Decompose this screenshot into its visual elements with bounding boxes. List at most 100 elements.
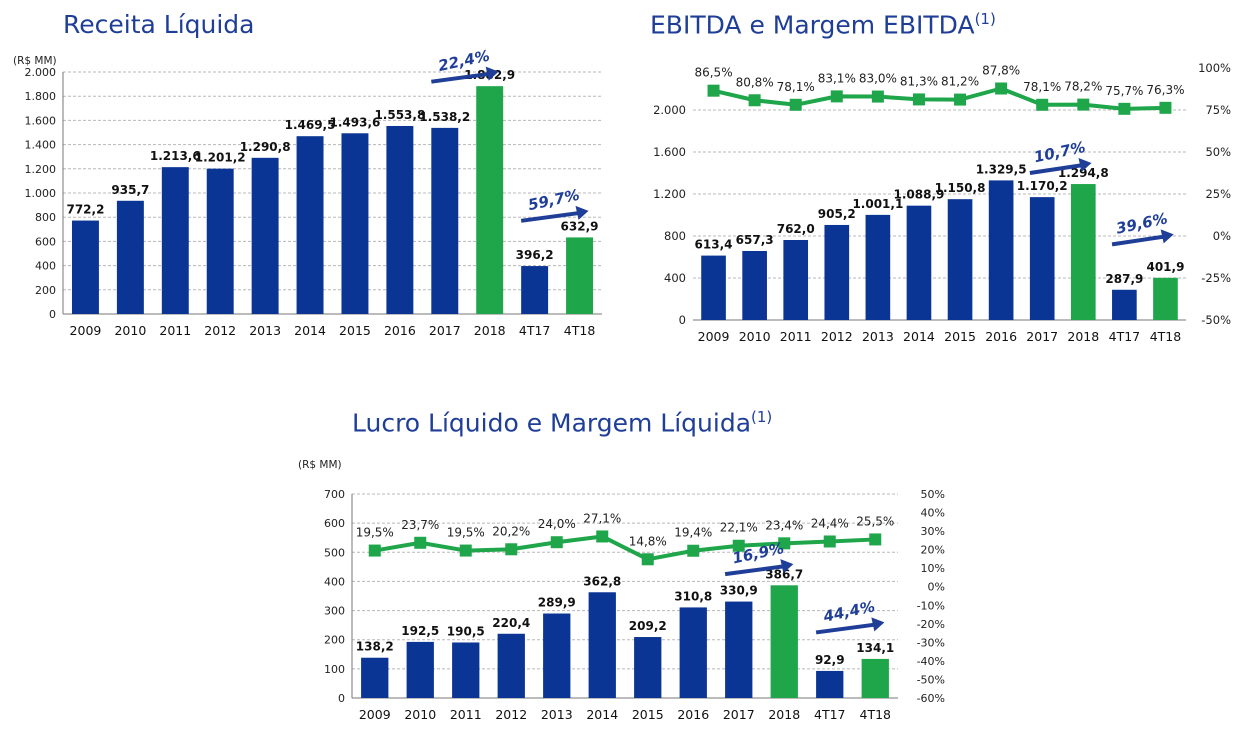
x-tick-label: 2009 <box>359 707 391 722</box>
y-tick-label: 2.000 <box>653 103 686 117</box>
y-tick-label: 400 <box>664 271 686 285</box>
bar-value-label: 613,4 <box>695 238 733 252</box>
bar-2014 <box>296 136 324 314</box>
bar-value-label: 1.201,2 <box>195 151 246 165</box>
margin-marker <box>1036 98 1049 111</box>
bar-value-label: 401,9 <box>1146 260 1184 274</box>
y-tick-label: 600 <box>35 235 56 248</box>
y2-tick-label: 0% <box>928 581 945 594</box>
y2-tick-label: 30% <box>921 525 945 538</box>
bar-4T17 <box>816 670 844 698</box>
margin-value-label: 24,4% <box>811 516 849 530</box>
bar-4T18 <box>566 237 594 314</box>
x-tick-label: 2013 <box>862 329 894 344</box>
margin-value-label: 19,5% <box>447 526 485 540</box>
bar-value-label: 905,2 <box>818 207 856 221</box>
margin-marker <box>368 544 381 557</box>
margin-value-label: 81,2% <box>941 75 979 89</box>
bar-value-label: 362,8 <box>583 574 621 588</box>
growth-arrow <box>431 71 491 84</box>
margin-line <box>374 534 876 562</box>
receita-unit-label: (R$ MM) <box>13 55 57 67</box>
margin-marker <box>414 536 427 549</box>
bar-4T17 <box>1112 289 1137 320</box>
margin-marker <box>641 553 654 566</box>
y-tick-label: 0 <box>679 313 686 327</box>
margin-marker <box>732 539 745 552</box>
margin-marker <box>1159 101 1172 114</box>
x-tick-label: 4T18 <box>1150 329 1182 344</box>
x-tick-label: 2018 <box>474 323 506 338</box>
x-tick-label: 2014 <box>903 329 935 344</box>
margin-value-label: 78,1% <box>777 80 815 94</box>
ebitda-title: EBITDA e Margem EBITDA(1) <box>650 10 996 40</box>
x-tick-label: 2018 <box>768 707 800 722</box>
bar-value-label: 1.170,2 <box>1017 179 1068 193</box>
bar-value-label: 1.493,6 <box>330 115 381 129</box>
y-tick-label: 1.800 <box>25 90 57 103</box>
y-tick-label: 1.600 <box>653 145 686 159</box>
x-tick-label: 2014 <box>586 707 618 722</box>
margin-value-label: 81,3% <box>900 74 938 88</box>
bar-2010 <box>116 200 144 314</box>
ebitda-chart: 0 400 800 1.200 1.600 2.000 613,4 2009 657,3 2010… <box>653 61 1231 344</box>
bar-2011 <box>783 239 809 320</box>
y-tick-label: 1.000 <box>25 187 57 200</box>
growth-arrowhead <box>575 205 589 220</box>
bar-value-label: 1.553,8 <box>374 108 425 122</box>
bar-2016 <box>386 125 414 314</box>
bar-value-label: 310,8 <box>674 589 712 603</box>
x-tick-label: 2012 <box>821 329 853 344</box>
x-tick-label: 2015 <box>944 329 976 344</box>
y-tick-label: 800 <box>35 211 56 224</box>
margin-marker <box>871 90 884 103</box>
y2-tick-label: 10% <box>921 562 945 575</box>
margin-value-label: 25,5% <box>856 514 894 528</box>
y-tick-label: 0 <box>338 692 345 705</box>
x-tick-label: 4T17 <box>519 323 551 338</box>
x-tick-label: 2016 <box>677 707 709 722</box>
y2-tick-label: 100% <box>1198 61 1231 75</box>
bar-2018 <box>770 585 798 698</box>
bar-2018 <box>476 86 504 314</box>
bar-value-label: 220,4 <box>492 616 530 630</box>
x-tick-label: 2009 <box>70 323 102 338</box>
bar-value-label: 1.469,5 <box>285 118 336 132</box>
margin-marker <box>778 537 791 550</box>
margin-marker <box>459 544 472 557</box>
y-tick-label: 600 <box>324 517 345 530</box>
receita-chart: 0 200 400 600 800 1.000 1.200 1.400 1.600 1.800 2.… <box>25 47 602 338</box>
bar-2009 <box>361 657 389 698</box>
bar-value-label: 657,3 <box>736 233 774 247</box>
margin-value-label: 86,5% <box>694 66 732 80</box>
margin-marker <box>830 90 843 103</box>
bar-2009 <box>701 255 726 320</box>
margin-marker <box>789 98 802 111</box>
x-tick-label: 2013 <box>541 707 573 722</box>
x-tick-label: 2012 <box>204 323 236 338</box>
bar-2015 <box>341 133 369 314</box>
y-tick-label: 500 <box>324 546 345 559</box>
y2-tick-label: -50% <box>917 673 945 686</box>
bar-value-label: 289,9 <box>538 596 576 610</box>
growth-arrow <box>724 564 786 577</box>
bar-2014 <box>588 592 616 698</box>
bar-value-label: 762,0 <box>777 222 815 236</box>
bar-2013 <box>543 613 571 698</box>
x-tick-label: 2016 <box>384 323 416 338</box>
bar-2012 <box>206 168 234 314</box>
growth-arrowhead <box>485 66 499 81</box>
margin-value-label: 19,5% <box>356 526 394 540</box>
lucro-title: Lucro Líquido e Margem Líquida(1) <box>352 408 773 438</box>
bar-value-label: 772,2 <box>66 203 104 217</box>
y-tick-label: 800 <box>664 229 686 243</box>
y2-tick-label: -50% <box>1201 313 1231 327</box>
bar-2016 <box>988 180 1014 320</box>
receita-title: Receita Líquida <box>63 10 255 39</box>
growth-arrowhead <box>1078 158 1092 172</box>
margin-marker <box>707 84 720 97</box>
growth-arrow <box>1111 234 1166 247</box>
bar-2010 <box>406 641 434 698</box>
bar-value-label: 209,2 <box>629 619 667 633</box>
y2-tick-label: -10% <box>917 599 945 612</box>
